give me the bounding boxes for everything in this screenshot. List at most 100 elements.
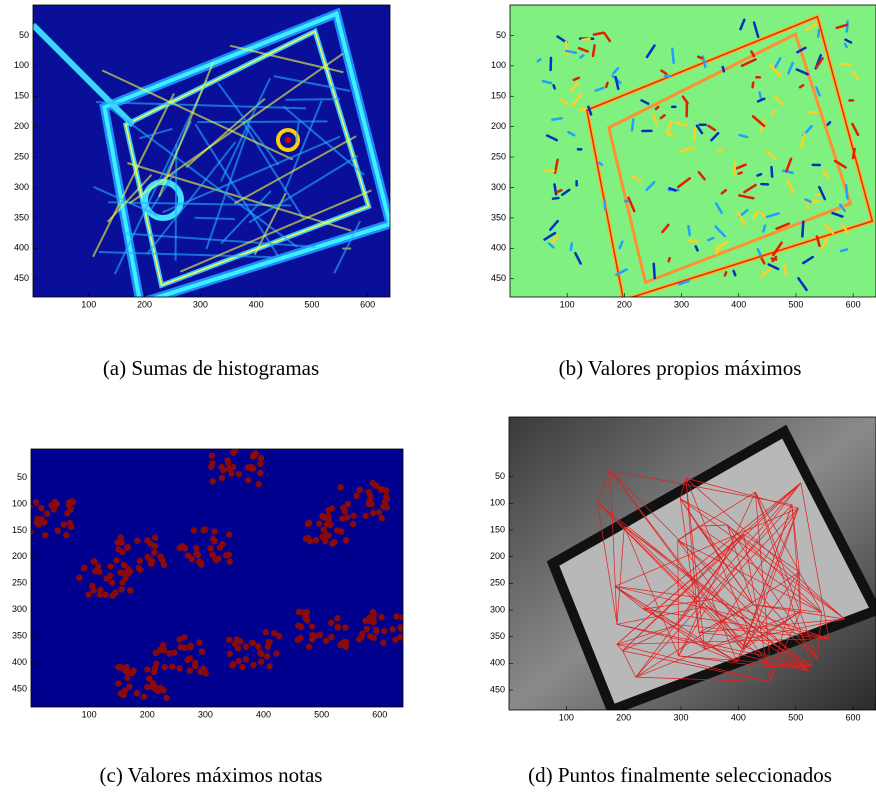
panel-image — [33, 5, 390, 303]
y-tick-label: 450 — [14, 273, 29, 283]
image-feature — [324, 521, 330, 527]
y-tick-label: 200 — [12, 551, 27, 561]
image-feature — [366, 489, 372, 495]
image-feature — [342, 508, 348, 514]
image-feature — [187, 668, 193, 674]
image-feature — [295, 637, 301, 643]
image-feature — [176, 144, 177, 261]
image-feature — [211, 528, 217, 534]
x-tick-label: 500 — [304, 299, 319, 309]
y-tick-label: 350 — [490, 631, 505, 641]
image-feature — [357, 487, 363, 493]
y-tick-label: 50 — [496, 30, 506, 40]
panel-image — [510, 5, 876, 300]
image-feature — [125, 544, 131, 550]
image-feature — [210, 478, 216, 484]
x-tick-label: 300 — [674, 712, 689, 722]
image-background — [31, 449, 403, 707]
y-tick-label: 50 — [495, 471, 505, 481]
image-feature — [42, 532, 48, 538]
image-feature — [304, 617, 310, 623]
image-feature — [134, 690, 140, 696]
image-feature — [197, 121, 327, 122]
image-background — [510, 5, 876, 297]
image-feature — [303, 536, 309, 542]
image-feature — [51, 506, 57, 512]
image-feature — [248, 465, 254, 471]
caption: (d) Puntos finalmente seleccionados — [528, 763, 832, 787]
image-feature — [343, 644, 349, 650]
x-tick-label: 500 — [788, 712, 803, 722]
image-feature — [44, 511, 50, 517]
image-feature — [840, 64, 850, 65]
image-feature — [118, 586, 124, 592]
image-feature — [669, 258, 670, 261]
x-tick-label: 300 — [198, 709, 213, 719]
image-feature — [555, 184, 557, 194]
image-feature — [123, 668, 129, 674]
image-feature — [70, 499, 76, 505]
image-feature — [323, 638, 329, 644]
image-feature — [763, 226, 765, 232]
image-feature — [243, 644, 249, 650]
image-feature — [300, 609, 306, 615]
x-tick-label: 100 — [82, 709, 97, 719]
image-feature — [134, 538, 140, 544]
image-feature — [337, 484, 343, 490]
image-feature — [760, 93, 762, 100]
image-feature — [325, 513, 331, 519]
x-tick-label: 600 — [846, 299, 861, 309]
y-tick-label: 400 — [12, 657, 27, 667]
y-tick-label: 250 — [14, 151, 29, 161]
image-feature — [95, 563, 101, 569]
y-tick-label: 450 — [12, 684, 27, 694]
image-feature — [800, 85, 803, 87]
image-feature — [209, 452, 215, 458]
image-feature — [181, 634, 187, 640]
image-feature — [381, 628, 387, 634]
image-feature — [654, 264, 655, 278]
y-tick-label: 250 — [491, 151, 506, 161]
image-feature — [228, 470, 234, 476]
image-feature — [187, 642, 193, 648]
image-feature — [151, 669, 157, 675]
image-feature — [554, 85, 555, 88]
y-tick-label: 150 — [14, 91, 29, 101]
image-feature — [632, 119, 633, 130]
image-feature — [115, 680, 121, 686]
image-feature — [107, 573, 113, 579]
image-feature — [734, 271, 736, 275]
y-tick-label: 400 — [491, 243, 506, 253]
image-feature — [325, 507, 331, 513]
image-feature — [226, 551, 232, 557]
image-feature — [109, 579, 115, 585]
figure: 1002003004005006005010015020025030035040… — [0, 0, 876, 792]
image-feature — [328, 620, 334, 626]
image-feature — [185, 552, 191, 558]
image-feature — [378, 614, 384, 620]
image-feature — [55, 528, 61, 534]
image-feature — [166, 650, 172, 656]
image-feature — [255, 643, 261, 649]
image-feature — [305, 521, 311, 527]
y-tick-label: 300 — [491, 182, 506, 192]
image-feature — [366, 618, 372, 624]
image-feature — [152, 543, 158, 549]
image-feature — [225, 460, 231, 466]
y-tick-label: 150 — [12, 525, 27, 535]
image-feature — [115, 546, 121, 552]
x-tick-label: 200 — [140, 709, 155, 719]
image-feature — [802, 222, 803, 237]
image-feature — [392, 637, 398, 643]
image-feature — [828, 122, 830, 124]
image-feature — [538, 59, 541, 61]
image-feature — [312, 633, 318, 639]
image-feature — [176, 665, 182, 671]
y-tick-label: 300 — [12, 604, 27, 614]
image-feature — [329, 541, 335, 547]
image-feature — [33, 499, 39, 505]
image-feature — [362, 513, 368, 519]
image-feature — [319, 534, 325, 540]
image-feature — [263, 629, 269, 635]
image-feature — [342, 624, 348, 630]
